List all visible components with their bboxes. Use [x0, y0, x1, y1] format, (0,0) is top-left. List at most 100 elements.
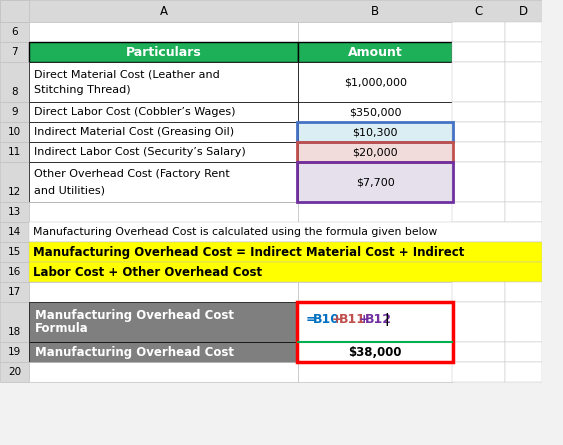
Bar [297, 162, 453, 202]
Bar [298, 102, 452, 122]
Text: 9: 9 [11, 107, 18, 117]
Bar [505, 42, 542, 62]
Bar [29, 102, 298, 122]
Bar [29, 242, 542, 262]
Bar [298, 22, 452, 42]
Bar [298, 62, 452, 102]
Bar [452, 162, 505, 202]
Text: 8: 8 [11, 87, 18, 97]
Bar [0, 62, 29, 102]
Bar [0, 122, 29, 142]
Text: Indirect Material Cost (Greasing Oil): Indirect Material Cost (Greasing Oil) [34, 127, 234, 137]
Bar [0, 302, 29, 342]
Bar [0, 242, 29, 262]
Text: 10: 10 [8, 127, 21, 137]
Text: Amount: Amount [348, 45, 403, 58]
Text: Direct Material Cost (Leather and: Direct Material Cost (Leather and [34, 69, 220, 79]
Bar [29, 122, 298, 142]
Bar [29, 22, 298, 42]
Bar [29, 362, 298, 382]
Text: Manufacturing Overhead Cost: Manufacturing Overhead Cost [35, 309, 234, 322]
Bar [29, 42, 298, 62]
Text: Indirect Labor Cost (Security’s Salary): Indirect Labor Cost (Security’s Salary) [34, 147, 245, 157]
Text: $350,000: $350,000 [349, 107, 401, 117]
Bar [505, 362, 542, 382]
Text: B: B [371, 4, 379, 17]
Bar [452, 42, 505, 62]
Bar [0, 142, 29, 162]
Text: and Utilities): and Utilities) [34, 185, 105, 195]
Bar [29, 282, 298, 302]
Bar [452, 342, 505, 362]
Bar [505, 302, 542, 342]
Text: C: C [475, 4, 482, 17]
Text: |: | [385, 312, 389, 325]
Bar [298, 42, 452, 62]
Text: B10: B10 [312, 312, 339, 325]
Bar [298, 362, 452, 382]
Text: 7: 7 [11, 47, 18, 57]
Bar [298, 282, 452, 302]
Bar [452, 142, 505, 162]
Bar [505, 22, 542, 42]
Bar [505, 122, 542, 142]
Text: Particulars: Particulars [126, 45, 202, 58]
Text: A: A [159, 4, 168, 17]
Bar [0, 222, 29, 242]
Bar [0, 262, 29, 282]
Text: 20: 20 [8, 367, 21, 377]
Text: 13: 13 [8, 207, 21, 217]
Text: 12: 12 [8, 187, 21, 197]
Text: Other Overhead Cost (Factory Rent: Other Overhead Cost (Factory Rent [34, 169, 229, 179]
Bar [29, 342, 298, 362]
Bar [0, 0, 542, 22]
Text: 19: 19 [8, 347, 21, 357]
Text: Formula: Formula [35, 322, 88, 335]
Text: $38,000: $38,000 [348, 345, 402, 359]
Text: 6: 6 [11, 27, 18, 37]
Text: Manufacturing Overhead Cost is calculated using the formula given below: Manufacturing Overhead Cost is calculate… [33, 227, 437, 237]
Text: Manufacturing Overhead Cost: Manufacturing Overhead Cost [35, 345, 234, 359]
Bar [452, 122, 505, 142]
Bar [452, 62, 505, 102]
Bar [505, 202, 542, 222]
Bar [505, 62, 542, 102]
Text: $10,300: $10,300 [352, 127, 398, 137]
Bar [298, 162, 452, 202]
Bar [505, 162, 542, 202]
Text: D: D [519, 4, 528, 17]
Text: Manufacturing Overhead Cost = Indirect Material Cost + Indirect: Manufacturing Overhead Cost = Indirect M… [33, 246, 464, 259]
Text: $1,000,000: $1,000,000 [343, 77, 406, 87]
Text: 18: 18 [8, 327, 21, 337]
Bar [0, 162, 29, 202]
Bar [298, 142, 452, 162]
Text: Labor Cost + Other Overhead Cost: Labor Cost + Other Overhead Cost [33, 266, 262, 279]
Text: 15: 15 [8, 247, 21, 257]
Bar [29, 162, 298, 202]
Bar [505, 342, 542, 362]
Text: $20,000: $20,000 [352, 147, 398, 157]
Bar [452, 282, 505, 302]
Bar [29, 222, 542, 242]
Text: +: + [332, 312, 343, 325]
Bar [29, 62, 298, 102]
Bar [0, 362, 29, 382]
Bar [452, 102, 505, 122]
Bar [505, 142, 542, 162]
Bar [452, 302, 505, 342]
Bar [297, 142, 453, 162]
Bar [29, 142, 298, 162]
Text: +: + [358, 312, 369, 325]
Text: =: = [306, 312, 316, 325]
Text: 17: 17 [8, 287, 21, 297]
Bar [29, 302, 298, 342]
Bar [0, 42, 29, 62]
Bar [452, 362, 505, 382]
Text: 16: 16 [8, 267, 21, 277]
Bar [297, 122, 453, 142]
Text: Stitching Thread): Stitching Thread) [34, 85, 130, 95]
Bar [452, 202, 505, 222]
Bar [0, 0, 29, 22]
Bar [298, 302, 452, 342]
Bar [29, 202, 298, 222]
